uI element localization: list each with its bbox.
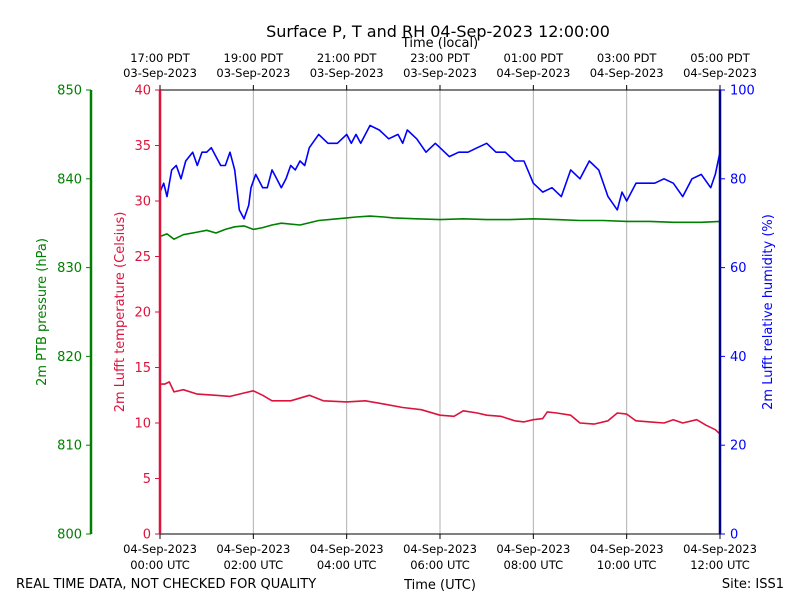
local-tick-time: 05:00 PDT [690, 51, 751, 65]
utc-tick-date: 04-Sep-2023 [310, 542, 384, 556]
utc-tick-time: 00:00 UTC [130, 558, 190, 572]
utc-tick-time: 06:00 UTC [410, 558, 470, 572]
utc-tick-date: 04-Sep-2023 [590, 542, 664, 556]
utc-tick-time: 12:00 UTC [690, 558, 750, 572]
temperature-tick-label: 0 [143, 528, 151, 543]
local-tick-date: 03-Sep-2023 [310, 66, 384, 80]
utc-tick-date: 04-Sep-2023 [496, 542, 570, 556]
local-tick-date: 04-Sep-2023 [590, 66, 664, 80]
quality-notice: REAL TIME DATA, NOT CHECKED FOR QUALITY [16, 577, 316, 592]
local-tick-time: 21:00 PDT [317, 51, 378, 65]
utc-tick-time: 10:00 UTC [597, 558, 657, 572]
local-tick-time: 03:00 PDT [597, 51, 658, 65]
chart-title: Surface P, T and RH 04-Sep-2023 12:00:00 [266, 22, 610, 41]
pressure-tick-label: 810 [57, 439, 82, 454]
local-tick-time: 01:00 PDT [504, 51, 565, 65]
temperature-axis-label: 2m Lufft temperature (Celsius) [113, 212, 128, 413]
local-tick-date: 04-Sep-2023 [683, 66, 757, 80]
utc-tick-time: 08:00 UTC [504, 558, 564, 572]
pressure-tick-label: 820 [57, 350, 82, 365]
local-tick-time: 19:00 PDT [224, 51, 285, 65]
humidity-tick-label: 0 [730, 528, 738, 543]
pressure-tick-label: 850 [57, 84, 82, 99]
humidity-series-line [159, 124, 721, 220]
local-tick-date: 03-Sep-2023 [123, 66, 197, 80]
temperature-tick-label: 10 [134, 417, 151, 432]
temperature-tick-label: 5 [143, 472, 151, 487]
temperature-tick-label: 35 [134, 139, 151, 154]
pressure-tick-label: 800 [57, 528, 82, 543]
pressure-axis-label: 2m PTB pressure (hPa) [35, 238, 50, 386]
axes [86, 85, 725, 539]
temperature-tick-label: 15 [134, 361, 151, 376]
local-tick-date: 03-Sep-2023 [403, 66, 477, 80]
utc-tick-date: 04-Sep-2023 [216, 542, 290, 556]
utc-tick-date: 04-Sep-2023 [403, 542, 477, 556]
temperature-series-line [160, 381, 721, 435]
grid-lines [252, 90, 628, 534]
tick-labels: 0 5 10 15 20 25 30 35 40 2m Lufft temperature (Ce… [35, 51, 776, 572]
temperature-tick-label: 30 [134, 195, 151, 210]
utc-tick-date: 04-Sep-2023 [683, 542, 757, 556]
local-tick-date: 03-Sep-2023 [216, 66, 290, 80]
humidity-axis-label: 2m Lufft relative humidity (%) [761, 214, 776, 410]
local-tick-time: 23:00 PDT [410, 51, 471, 65]
local-tick-date: 04-Sep-2023 [496, 66, 570, 80]
series-lines [159, 124, 721, 435]
utc-tick-time: 04:00 UTC [317, 558, 377, 572]
humidity-tick-label: 80 [730, 172, 747, 187]
pressure-series-line [159, 215, 721, 240]
humidity-tick-label: 100 [730, 84, 755, 99]
temperature-tick-label: 20 [134, 306, 151, 321]
local-tick-time: 17:00 PDT [130, 51, 191, 65]
pressure-tick-label: 830 [57, 261, 82, 276]
temperature-tick-label: 25 [134, 250, 151, 265]
utc-tick-date: 04-Sep-2023 [123, 542, 197, 556]
humidity-tick-label: 60 [730, 261, 747, 276]
pressure-tick-label: 840 [57, 172, 82, 187]
humidity-tick-label: 40 [730, 350, 747, 365]
top-axis-title: Time (local) [401, 36, 478, 51]
site-label: Site: ISS1 [722, 577, 784, 592]
bottom-axis-title: Time (UTC) [403, 578, 476, 593]
utc-tick-time: 02:00 UTC [224, 558, 284, 572]
temperature-tick-label: 40 [134, 84, 151, 99]
humidity-tick-label: 20 [730, 439, 747, 454]
